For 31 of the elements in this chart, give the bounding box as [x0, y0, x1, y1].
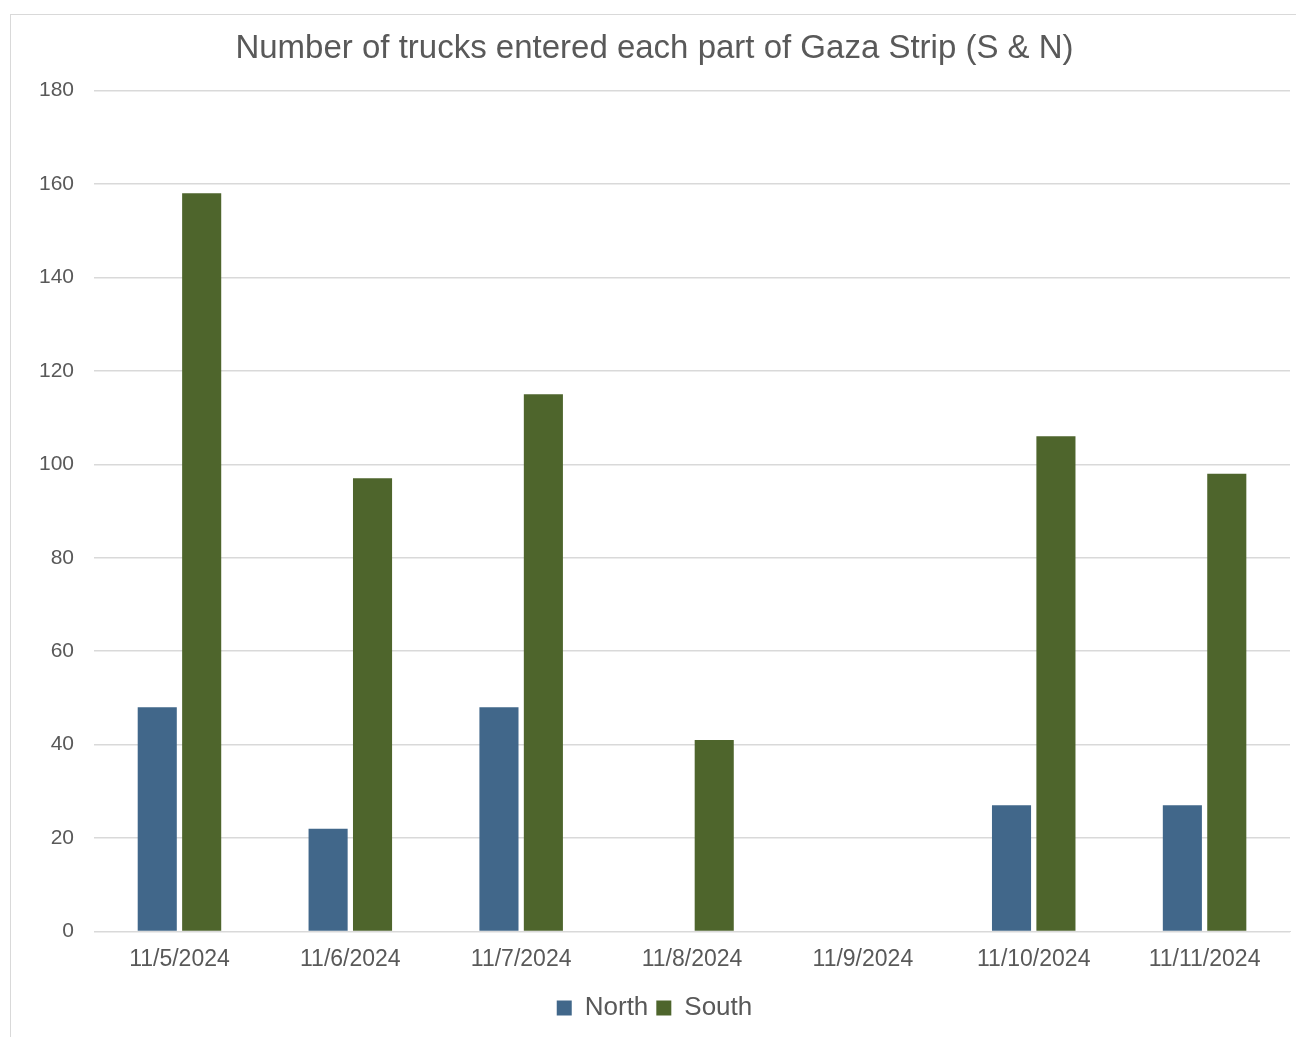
bar [308, 828, 348, 931]
bar [137, 707, 177, 931]
y-tick-label: 100 [38, 451, 75, 475]
bar [1207, 473, 1247, 931]
x-tick-label: 11/7/2024 [470, 944, 572, 971]
chart-title: Number of trucks entered each part of Gaza Strip (S & N) [235, 27, 1074, 65]
y-tick-label: 60 [50, 637, 75, 661]
bar [1162, 805, 1202, 931]
x-tick-label: 11/5/2024 [129, 944, 230, 971]
y-tick-label: 0 [62, 918, 75, 942]
y-tick-label: 180 [38, 77, 75, 101]
x-tick-label: 11/8/2024 [641, 944, 743, 971]
bar [1036, 436, 1076, 931]
bar [352, 478, 393, 931]
x-tick-label: 11/6/2024 [300, 944, 401, 971]
legend-label: North [584, 991, 649, 1022]
x-tick-label: 11/10/2024 [977, 944, 1091, 971]
y-tick-label: 80 [50, 544, 75, 568]
bar [479, 707, 519, 931]
bar [523, 394, 563, 931]
legend-label: South [684, 991, 753, 1022]
x-tick-label: 11/11/2024 [1148, 944, 1261, 971]
bar [182, 193, 222, 931]
y-tick-label: 20 [50, 824, 75, 848]
y-tick-label: 120 [38, 357, 75, 381]
y-tick-label: 140 [38, 264, 75, 288]
x-tick-label: 11/9/2024 [812, 944, 914, 971]
y-tick-label: 40 [50, 731, 75, 755]
bar [991, 805, 1032, 931]
y-tick-label: 160 [38, 170, 75, 194]
bar [694, 739, 734, 931]
